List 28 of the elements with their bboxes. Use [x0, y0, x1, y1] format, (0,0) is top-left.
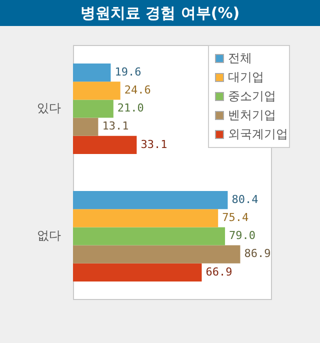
legend-label: 중소기업	[228, 88, 276, 105]
data-label: 13.1	[102, 120, 129, 133]
bar	[73, 63, 111, 82]
data-label: 75.4	[222, 211, 249, 224]
data-label: 66.9	[206, 265, 232, 278]
y-tick-label: 있다	[37, 100, 61, 115]
legend-label: 벤처기업	[228, 107, 276, 124]
data-label: 19.6	[114, 65, 142, 78]
bar	[73, 227, 226, 246]
data-label: 33.1	[140, 138, 168, 151]
data-label: 21.0	[117, 102, 144, 115]
bar	[73, 263, 202, 282]
bar	[73, 245, 240, 264]
data-label: 86.9	[244, 247, 271, 260]
legend-label: 외국계기업	[228, 126, 288, 143]
bar	[73, 82, 120, 100]
bar	[73, 136, 137, 154]
legend-label: 전체	[228, 50, 252, 67]
data-label: 24.6	[124, 84, 151, 97]
data-label: 79.0	[229, 229, 256, 242]
bar	[73, 118, 98, 136]
legend-label: 대기업	[228, 69, 264, 86]
chart-title: 병원치료 경험 여부(%)	[0, 0, 320, 26]
bar	[73, 209, 218, 228]
y-tick-label: 없다	[37, 228, 61, 242]
data-label: 80.4	[232, 192, 259, 206]
bar	[73, 100, 114, 118]
bar	[73, 190, 228, 210]
